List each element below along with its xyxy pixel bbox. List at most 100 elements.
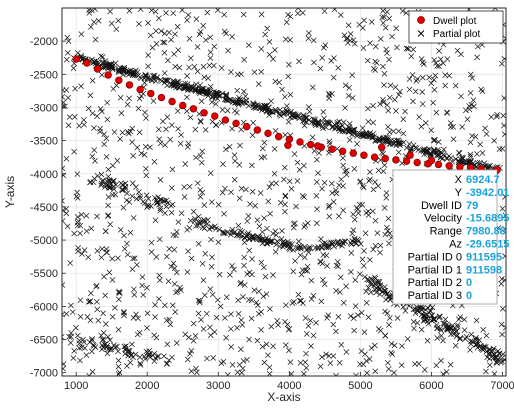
partial-plot-marker [424,148,430,154]
partial-plot-marker [363,299,370,306]
dwell-plot-marker[interactable] [104,71,112,79]
partial-plot-marker [380,20,387,26]
partial-plot-marker [101,131,108,138]
partial-plot-marker [138,93,145,99]
partial-plot-marker [468,331,475,338]
partial-plot-marker [74,189,81,196]
partial-plot-marker [392,84,399,91]
dwell-plot-marker[interactable] [456,163,464,171]
dwell-plot-marker[interactable] [147,89,155,98]
y-tick-label: -4500 [30,202,58,214]
dwell-plot-marker[interactable] [83,59,91,67]
partial-plot-marker [381,14,388,20]
partial-plot-marker [249,233,256,240]
partial-plot-marker [301,254,308,261]
dwell-plot-marker[interactable] [314,142,322,150]
partial-plot-marker [161,79,168,86]
dwell-plot-marker[interactable] [306,140,315,149]
partial-plot-marker [412,310,419,317]
partial-plot-marker [258,327,264,333]
dwell-plot-marker[interactable] [296,138,304,146]
partial-plot-marker [108,346,114,352]
dwell-plot-marker[interactable] [221,116,230,124]
partial-plot-marker [258,68,265,75]
dwell-plot-marker[interactable] [402,157,411,165]
partial-plot-marker [187,55,194,62]
dwell-plot-marker[interactable] [349,149,357,157]
partial-plot-marker [307,317,314,324]
dwell-plot-marker[interactable] [136,85,144,94]
dwell-plot-marker[interactable] [253,126,262,134]
dwell-plot-marker[interactable] [392,156,400,164]
partial-plot-marker [138,150,145,157]
partial-plot-marker [355,312,361,319]
partial-plot-marker [140,292,147,298]
dwell-plot-marker[interactable] [125,81,134,89]
partial-plot-marker [160,39,166,46]
partial-plot-marker [384,9,390,15]
dwell-plot-marker[interactable] [264,129,272,138]
partial-plot-marker [134,69,141,76]
partial-plot-marker [144,310,151,317]
dwell-plot-marker[interactable] [168,97,176,106]
partial-plot-marker [115,255,121,262]
partial-plot-marker [244,218,251,225]
dwell-plot-marker[interactable] [189,105,198,113]
dwell-plot-marker[interactable] [427,156,436,165]
dwell-plot-marker[interactable] [381,154,389,163]
dwell-plot-marker[interactable] [115,76,123,84]
partial-plot-marker [70,65,77,72]
partial-plot-marker [419,74,426,81]
legend[interactable]: Dwell plot Partial plot [408,10,504,44]
partial-plot-marker [150,73,157,80]
partial-plot-marker [161,49,168,56]
dwell-plot-marker[interactable] [360,151,368,159]
dwell-plot-marker[interactable] [72,55,80,63]
partial-plot-marker [142,109,148,116]
partial-plot-marker [263,291,270,297]
partial-plot-marker [117,136,123,142]
partial-plot-marker [137,360,144,367]
dwell-plot-marker[interactable] [200,109,208,117]
dwell-plot-marker[interactable] [370,153,379,161]
partial-plot-marker [326,213,333,220]
partial-plot-marker [389,351,396,358]
partial-plot-marker [94,248,101,254]
dwell-plot-marker[interactable] [338,147,347,155]
dwell-plot-marker[interactable] [179,101,187,110]
dwell-plot-marker[interactable] [328,145,336,153]
partial-plot-marker [88,290,94,297]
dwell-plot-marker[interactable] [157,93,166,102]
datatip[interactable]: X 6924.7Y -3942.01 Dwell ID 79 Velocity -15.68… [392,169,509,305]
partial-plot-marker [129,193,136,200]
dwell-plot-marker[interactable] [211,112,219,120]
partial-plot-marker [351,327,357,334]
partial-plot-marker [136,21,142,27]
dwell-plot-marker[interactable] [406,151,414,159]
dwell-plot-marker[interactable] [413,158,421,167]
dwell-plot-marker[interactable] [285,135,294,143]
dwell-plot-marker[interactable] [93,65,102,73]
partial-plot-marker [342,104,348,111]
partial-plot-marker [255,233,262,240]
partial-plot-marker [195,213,202,220]
dwell-plot-marker[interactable] [377,143,386,151]
partial-plot-marker [101,141,108,148]
partial-plot-marker [110,85,117,92]
dwell-plot-marker[interactable] [434,160,443,169]
partial-plot-marker [105,212,112,219]
partial-plot-marker [290,221,297,227]
partial-plot-marker [285,326,292,333]
dwell-plot-marker[interactable] [243,122,251,131]
partial-plot-marker [135,105,142,112]
dwell-plot-marker[interactable] [274,132,283,141]
partial-plot-marker [419,101,426,107]
partial-plot-marker [461,316,468,323]
partial-plot-marker [221,210,227,217]
partial-plot-marker [272,108,279,115]
partial-plot-marker [328,180,335,187]
partial-plot-marker [443,369,450,375]
dwell-plot-marker[interactable] [284,141,292,149]
dwell-plot-marker[interactable] [445,162,453,170]
dwell-plot-marker[interactable] [232,119,240,128]
